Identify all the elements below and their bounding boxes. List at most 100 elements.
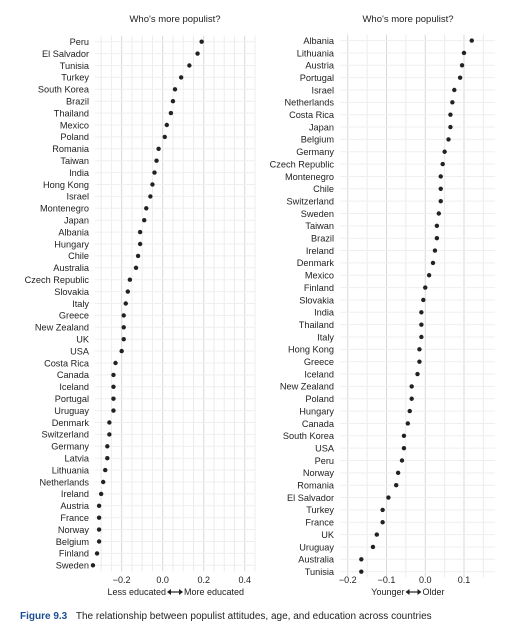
- education-data-point: [150, 182, 155, 187]
- figure-label: Figure 9.3: [20, 611, 68, 622]
- age-data-point: [452, 87, 457, 93]
- age-category-label: Taiwan: [305, 221, 334, 231]
- age-data-point: [417, 359, 422, 364]
- education-data-point: [199, 39, 204, 44]
- education-category-label: Thailand: [54, 108, 89, 118]
- education-data-point: [154, 158, 159, 163]
- age-data-point: [409, 384, 414, 389]
- age-category-label: Romania: [297, 481, 335, 491]
- education-category-label: Czech Republic: [25, 275, 90, 285]
- education-data-point: [172, 87, 178, 92]
- age-data-point: [399, 458, 405, 463]
- education-data-point: [107, 420, 112, 425]
- education-data-point: [144, 206, 149, 211]
- age-data-point: [409, 396, 414, 401]
- age-data-point: [438, 174, 443, 179]
- education-data-point: [101, 479, 106, 485]
- age-category-label: Tunisia: [305, 567, 335, 577]
- age-data-point: [393, 483, 399, 488]
- age-category-label: Greece: [304, 357, 334, 367]
- age-data-point: [432, 248, 438, 253]
- education-category-label: UK: [76, 335, 90, 345]
- education-category-label: Iceland: [59, 382, 89, 392]
- age-chart-title: Who's more populist?: [362, 14, 453, 25]
- age-data-point: [415, 371, 420, 377]
- age-category-label: Finland: [304, 283, 334, 293]
- figure-caption: Figure 9.3 The relationship between popu…: [20, 611, 432, 622]
- age-data-point: [438, 186, 443, 191]
- education-x-tick-label: −0.2: [113, 575, 131, 585]
- age-data-point: [419, 322, 424, 327]
- education-category-label: Sweden: [56, 561, 89, 571]
- education-x-label-left: Less educated: [107, 587, 166, 597]
- education-category-label: Montenegro: [40, 204, 89, 214]
- age-data-point: [469, 38, 474, 43]
- education-category-label: India: [69, 168, 90, 178]
- age-category-label: Belgium: [301, 135, 335, 145]
- education-data-point: [137, 241, 143, 247]
- age-category-label: Japan: [309, 122, 334, 132]
- education-data-point: [90, 563, 96, 568]
- age-x-tick-label: 0.0: [419, 575, 432, 585]
- age-category-label: Italy: [317, 332, 334, 342]
- education-category-label: Switzerland: [42, 430, 90, 440]
- education-x-label-right: More educated: [184, 587, 244, 597]
- education-category-label: Finland: [59, 549, 89, 559]
- education-category-label: Chile: [68, 251, 89, 261]
- education-category-label: Italy: [72, 299, 89, 309]
- education-data-point: [96, 539, 102, 544]
- age-data-point: [419, 310, 424, 315]
- age-category-label: Montenegro: [285, 172, 334, 182]
- age-category-label: Australia: [298, 555, 335, 565]
- education-data-point: [94, 551, 100, 556]
- education-data-point: [123, 301, 128, 306]
- education-category-label: Lithuania: [52, 465, 90, 475]
- education-category-label: Costa Rica: [44, 358, 90, 368]
- education-category-label: Romania: [52, 144, 90, 154]
- age-data-point: [459, 63, 465, 68]
- age-category-label: Lithuania: [297, 48, 335, 58]
- education-category-label: Netherlands: [39, 477, 89, 487]
- education-data-point: [111, 408, 116, 413]
- age-data-point: [374, 532, 380, 537]
- age-x-tick-label: −0.1: [378, 575, 396, 585]
- education-x-tick-label: 0.0: [156, 575, 169, 585]
- education-category-label: Albania: [58, 227, 90, 237]
- education-category-label: Austria: [60, 501, 89, 511]
- age-panel: Who's more populist? Albania Lithuania Aust…: [270, 14, 495, 597]
- age-category-label: Hong Kong: [288, 345, 334, 355]
- age-data-point: [436, 211, 442, 216]
- age-data-point: [401, 445, 407, 451]
- education-data-point: [113, 360, 118, 366]
- age-data-point: [440, 161, 445, 167]
- education-data-point: [195, 51, 200, 56]
- education-data-point: [133, 265, 139, 270]
- education-category-label: France: [60, 513, 89, 523]
- education-data-point: [111, 372, 116, 378]
- age-data-point: [407, 408, 412, 414]
- education-data-point: [137, 229, 143, 235]
- education-category-label: Norway: [58, 525, 90, 535]
- education-category-label: Denmark: [52, 418, 90, 428]
- age-category-label: Peru: [315, 456, 334, 466]
- education-category-label: Japan: [64, 216, 89, 226]
- age-data-point: [395, 470, 401, 476]
- age-data-point: [401, 433, 407, 438]
- education-category-label: Slovakia: [54, 287, 90, 297]
- education-data-point: [178, 75, 184, 80]
- age-category-label: El Salvador: [287, 493, 334, 503]
- age-data-point: [359, 569, 364, 574]
- education-panel: Who's more populist? Peru El Salvador Tunis…: [25, 14, 256, 597]
- education-category-label: Latvia: [64, 454, 89, 464]
- education-category-label: Belgium: [56, 537, 90, 547]
- age-data-point: [442, 149, 447, 154]
- age-category-label: Sweden: [301, 209, 334, 219]
- age-category-label: Costa Rica: [289, 110, 335, 120]
- education-category-label: Brazil: [66, 97, 89, 107]
- age-axis-arrow-left-head: [405, 589, 410, 595]
- age-category-label: Poland: [305, 394, 334, 404]
- education-data-point: [170, 99, 176, 104]
- education-category-label: USA: [70, 346, 90, 356]
- education-data-point: [187, 63, 192, 68]
- education-data-point: [105, 444, 110, 449]
